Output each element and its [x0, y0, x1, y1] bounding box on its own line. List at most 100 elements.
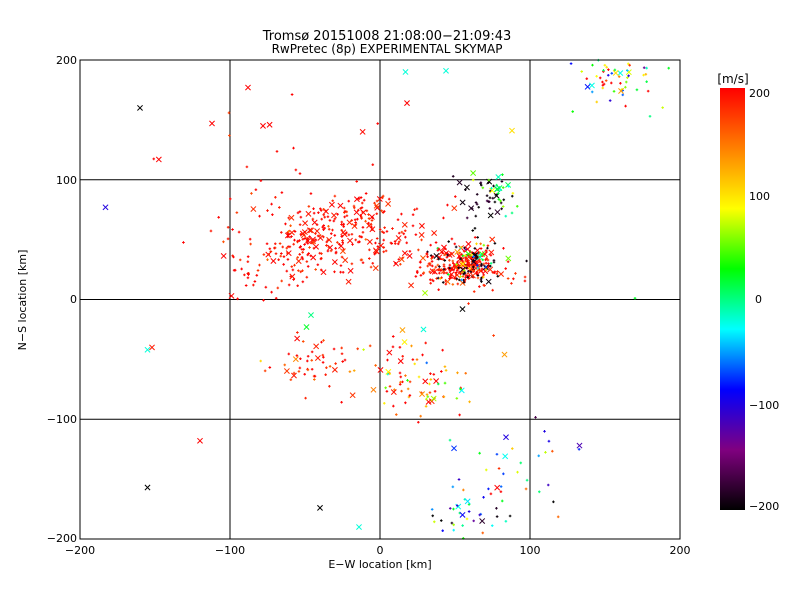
data-point-plus: [395, 413, 398, 416]
data-point-plus: [368, 344, 372, 348]
data-point-plus: [328, 219, 332, 222]
data-point-plus: [280, 252, 283, 255]
data-point-plus: [407, 395, 411, 399]
data-point-plus: [262, 253, 266, 256]
data-point-plus: [361, 230, 365, 234]
data-point-plus: [299, 215, 303, 219]
data-point-plus: [324, 209, 328, 213]
data-point-cross: [459, 306, 466, 313]
data-point-plus: [232, 268, 236, 272]
data-point-plus: [428, 270, 432, 274]
data-point-plus: [400, 230, 404, 234]
data-point-plus: [408, 394, 412, 397]
data-point-plus: [476, 268, 480, 272]
data-point-plus: [429, 243, 432, 247]
data-point-plus: [398, 383, 402, 386]
data-point-plus: [479, 242, 482, 246]
data-point-cross: [102, 204, 109, 211]
data-point-plus: [478, 269, 482, 273]
data-point-cross: [448, 251, 455, 258]
data-point-cross: [347, 267, 354, 274]
grid: [80, 60, 680, 539]
data-point-plus: [419, 274, 423, 277]
data-point-plus: [323, 226, 326, 230]
data-point-plus: [441, 529, 445, 532]
data-point-plus: [342, 222, 345, 226]
data-point-cross: [295, 258, 302, 265]
data-point-plus: [298, 223, 302, 226]
data-point-plus: [482, 275, 485, 279]
data-point-plus: [342, 225, 345, 228]
data-point-plus: [491, 196, 495, 200]
data-point-cross: [372, 265, 379, 272]
data-point-plus: [274, 296, 278, 300]
data-point-cross: [468, 205, 475, 212]
data-point-plus: [456, 371, 459, 375]
data-point-cross: [313, 343, 320, 350]
data-point-plus: [259, 179, 263, 183]
data-point-cross: [438, 248, 445, 255]
data-point-plus: [502, 472, 505, 476]
x-tick-label: −200: [65, 544, 95, 557]
data-point-cross: [397, 358, 404, 365]
data-point-plus: [293, 238, 296, 242]
data-point-cross: [374, 204, 381, 211]
data-point-plus: [403, 229, 407, 233]
data-point-cross: [401, 250, 408, 257]
data-point-plus: [493, 242, 497, 245]
data-point-plus: [465, 266, 468, 270]
data-point-plus: [268, 366, 272, 369]
data-point-plus: [457, 278, 461, 282]
data-point-plus: [279, 254, 283, 258]
data-point-plus: [506, 277, 510, 280]
data-point-plus: [455, 277, 459, 281]
data-point-plus: [399, 375, 403, 379]
data-point-plus: [299, 357, 302, 361]
x-tick-label: −100: [215, 544, 245, 557]
data-point-plus: [642, 66, 646, 70]
data-point-cross: [495, 174, 502, 181]
data-point-plus: [289, 275, 293, 278]
data-point-plus: [486, 258, 490, 262]
data-point-plus: [437, 247, 441, 251]
data-point-plus: [340, 400, 343, 404]
data-point-plus: [482, 273, 485, 277]
data-point-plus: [411, 213, 415, 217]
data-point-cross: [451, 205, 458, 212]
data-point-plus: [237, 230, 241, 234]
data-point-plus: [283, 363, 287, 367]
data-point-plus: [444, 369, 448, 372]
data-point-plus: [436, 263, 440, 267]
data-point-plus: [439, 519, 443, 522]
data-point-plus: [485, 256, 489, 260]
data-point-plus: [456, 282, 460, 286]
data-point-cross: [489, 187, 496, 194]
data-point-cross: [303, 324, 310, 330]
data-point-plus: [381, 194, 385, 198]
data-point-plus: [364, 192, 368, 195]
data-point-plus: [244, 284, 248, 287]
data-point-plus: [286, 258, 290, 261]
data-point-plus: [501, 205, 505, 208]
data-point-plus: [446, 273, 450, 276]
data-point-plus: [383, 226, 386, 229]
data-point-plus: [340, 255, 344, 259]
data-point-plus: [310, 241, 314, 245]
data-point-plus: [296, 331, 299, 334]
data-point-plus: [247, 273, 250, 276]
data-point-cross: [292, 356, 299, 363]
data-point-plus: [254, 188, 258, 192]
data-point-plus: [448, 277, 451, 280]
data-point-plus: [380, 230, 384, 234]
y-axis-label: N−S location [km]: [16, 250, 29, 351]
data-point-plus: [473, 226, 477, 230]
data-point-plus: [511, 191, 515, 195]
data-point-plus: [319, 209, 323, 212]
data-point-plus: [492, 184, 495, 188]
data-point-plus: [478, 513, 482, 517]
data-point-cross: [300, 232, 307, 239]
data-point-plus: [499, 485, 503, 488]
data-point-plus: [425, 397, 428, 401]
data-point-plus: [495, 452, 499, 456]
data-point-plus: [602, 82, 606, 86]
